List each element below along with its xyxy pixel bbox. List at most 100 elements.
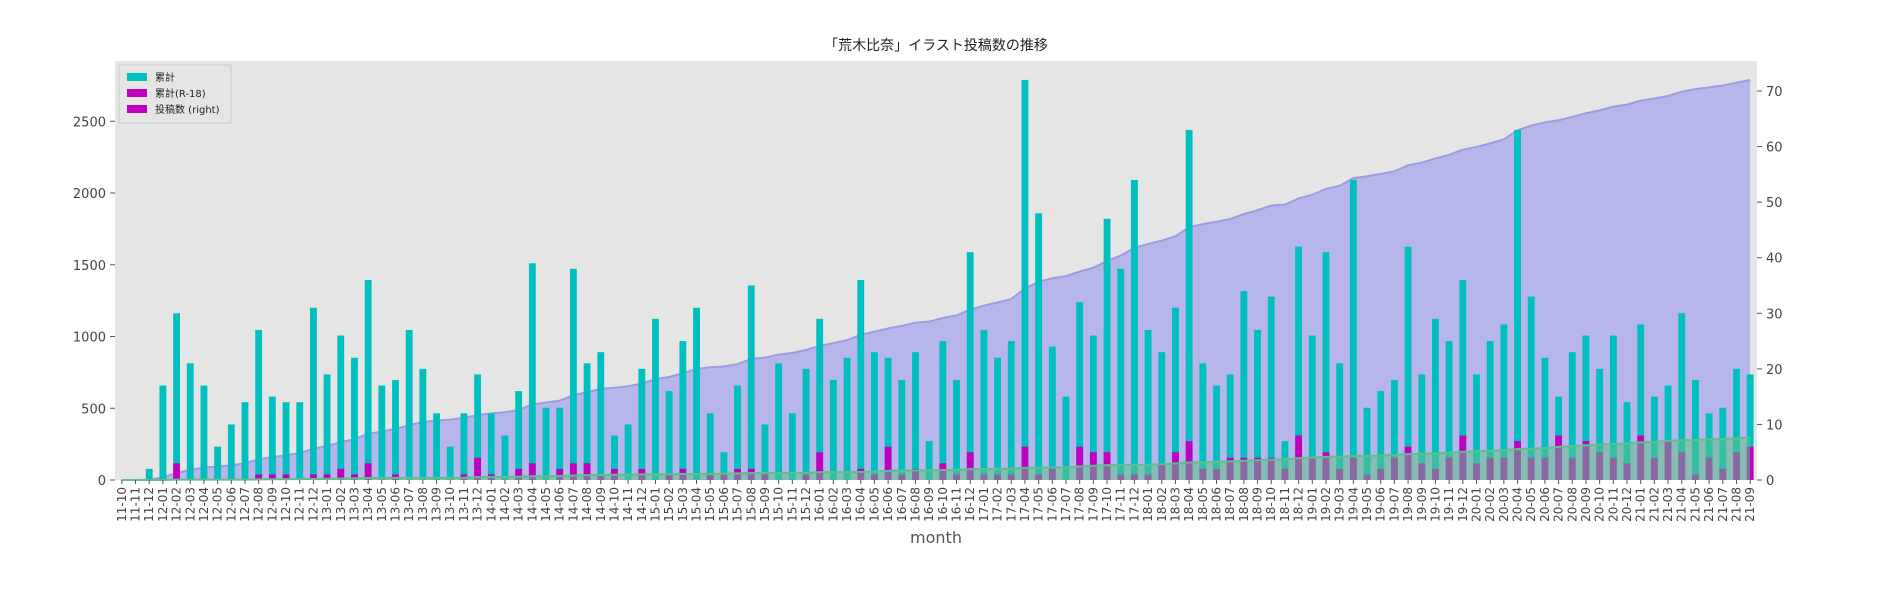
bar: [1185, 441, 1193, 480]
y2-tick-label: 40: [1766, 252, 1783, 267]
x-tick-label: 19-07: [1387, 487, 1401, 522]
x-tick-label: 19-10: [1428, 487, 1442, 522]
bar: [255, 474, 263, 480]
x-tick-label: 17-07: [1059, 487, 1073, 522]
bar: [1445, 341, 1453, 480]
bar: [200, 385, 208, 480]
x-tick-label: 19-09: [1415, 487, 1429, 522]
bar: [337, 468, 345, 480]
x-tick-label: 20-01: [1469, 487, 1483, 522]
bar: [912, 352, 919, 480]
x-tick-label: 15-06: [717, 487, 731, 522]
x-tick-label: 11-12: [142, 487, 156, 522]
x-tick-label: 12-02: [170, 487, 184, 522]
legend-label: 投稿数 (right): [155, 103, 220, 116]
bar: [446, 446, 454, 480]
x-tick-label: 20-03: [1497, 487, 1511, 522]
x-tick-label: 18-04: [1182, 487, 1196, 522]
x-tick-label: 21-08: [1729, 487, 1743, 522]
bar: [597, 352, 605, 480]
bar: [364, 463, 372, 480]
legend-swatch: [127, 89, 147, 97]
x-tick-label: 18-06: [1210, 487, 1224, 522]
y2-tick-label: 0: [1766, 474, 1774, 489]
x-tick-label: 15-04: [690, 487, 704, 522]
x-tick-label: 17-01: [977, 487, 991, 522]
x-tick-label: 16-06: [881, 487, 895, 522]
bar: [1226, 374, 1234, 480]
x-tick-label: 17-08: [1073, 487, 1087, 522]
bar: [1596, 368, 1604, 480]
bar: [1459, 279, 1467, 480]
x-tick-label: 12-08: [252, 487, 266, 522]
x-tick-label: 21-06: [1702, 487, 1716, 522]
bar: [829, 379, 837, 480]
x-tick-label: 18-07: [1223, 487, 1237, 522]
bar: [392, 379, 399, 480]
bar: [925, 441, 933, 480]
bar: [816, 318, 824, 480]
bar: [734, 385, 742, 480]
x-tick-label: 16-03: [840, 487, 854, 522]
x-tick-label: 14-12: [635, 487, 649, 522]
x-tick-label: 12-12: [306, 487, 320, 522]
bar: [556, 468, 564, 480]
bar: [528, 263, 536, 480]
x-tick-label: 20-04: [1511, 487, 1525, 522]
bar: [556, 407, 564, 480]
x-tick-label: 14-09: [594, 487, 608, 522]
x-tick-label: 18-11: [1278, 487, 1292, 522]
bar: [323, 374, 331, 480]
x-tick-label: 16-12: [963, 487, 977, 522]
bar: [378, 385, 386, 480]
x-tick-label: 17-11: [1114, 487, 1128, 522]
x-tick-label: 14-03: [512, 487, 526, 522]
bar: [583, 363, 591, 480]
bar: [1336, 363, 1344, 480]
bar: [1678, 313, 1686, 480]
x-tick-label: 12-10: [279, 487, 293, 522]
x-tick-label: 17-10: [1100, 487, 1114, 522]
bar: [939, 341, 947, 480]
x-tick-label: 19-03: [1333, 487, 1347, 522]
x-tick-label: 20-06: [1538, 487, 1552, 522]
x-tick-label: 14-02: [498, 487, 512, 522]
x-tick-label: 15-05: [703, 487, 717, 522]
y2-tick-label: 70: [1766, 85, 1783, 100]
bar: [1746, 446, 1754, 480]
bar: [515, 391, 523, 480]
x-tick-label: 15-01: [648, 487, 662, 522]
bar: [1295, 246, 1303, 480]
bar: [1021, 79, 1029, 481]
bar: [1418, 374, 1426, 480]
bar: [268, 474, 276, 480]
bar: [871, 352, 878, 480]
x-tick-label: 19-08: [1401, 487, 1415, 522]
bar: [282, 402, 290, 480]
x-tick-label: 17-06: [1045, 487, 1059, 522]
bar: [857, 279, 865, 480]
bar: [1158, 352, 1166, 480]
bar: [433, 413, 440, 480]
x-tick-label: 20-02: [1483, 487, 1497, 522]
x-tick-label: 20-07: [1552, 487, 1566, 522]
bar: [1199, 363, 1207, 480]
x-tick-label: 14-01: [484, 487, 498, 522]
x-tick-label: 19-01: [1305, 487, 1319, 522]
bar: [474, 457, 482, 480]
y2-tick-label: 50: [1766, 196, 1783, 211]
legend-swatch: [127, 73, 147, 81]
bar: [1021, 446, 1029, 480]
legend-label: 累計(R-18): [155, 87, 206, 100]
x-tick-label: 21-07: [1716, 487, 1730, 522]
bar: [309, 307, 317, 480]
bar: [884, 357, 892, 480]
bar: [1404, 246, 1412, 480]
x-tick-label: 12-09: [265, 487, 279, 522]
bar: [1473, 374, 1480, 480]
bar: [1637, 324, 1645, 480]
bar: [679, 341, 687, 480]
bar: [173, 313, 180, 480]
x-tick-label: 16-05: [867, 487, 881, 522]
bar: [1650, 396, 1658, 480]
